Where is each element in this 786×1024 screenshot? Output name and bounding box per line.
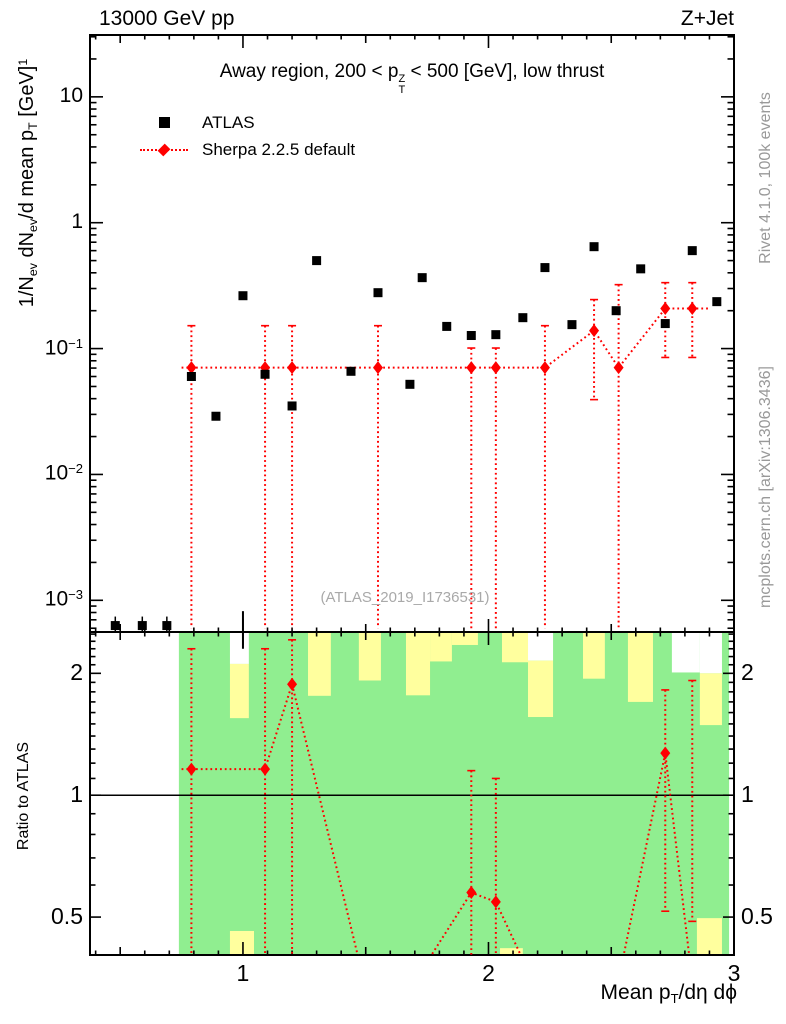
sherpa-diamond-marker [372,361,383,375]
ytm-3: /d mean p [16,129,39,219]
sherpa-ratio-diamond-marker [466,886,477,900]
atlas-square-marker [687,246,697,256]
atlas-square-marker [312,256,322,266]
ytm-sup: 1 [16,58,31,66]
ratio-panel-frame [89,631,735,956]
pt-subscript: T [398,83,406,96]
sherpa-ratio-diamond-marker [186,762,197,776]
header-beam-energy: 13000 GeV pp [99,7,235,30]
legend-label-atlas: ATLAS [202,112,255,132]
atlas-square-marker [238,291,248,301]
sherpa-ratio-diamond-marker [490,895,501,909]
atlas-square-marker [110,621,120,631]
atlas-square-marker [567,320,577,330]
y-axis-title-main: 1/Nev dNev/d mean pT [GeV]1 [16,59,40,308]
ytm-4: [GeV] [16,65,39,123]
atlas-square-marker [373,288,383,298]
atlas-square-marker [540,263,550,273]
black-square-icon [158,117,170,128]
sherpa-diamond-marker [186,361,197,375]
atlas-square-marker [260,369,270,379]
red-dotted-line-icon [140,143,188,156]
xt-sub: T [670,990,679,1006]
atlas-square-marker-icon [140,117,188,128]
xt-1: Mean p [600,981,671,1004]
sherpa-ratio-diamond-marker [660,746,671,760]
legend-label-sherpa: Sherpa 2.2.5 default [202,139,356,159]
ratio-series [181,639,697,955]
ytm-sub2: ev [25,218,40,232]
red-diamond-icon [157,143,171,156]
uncertainty-bands [178,632,730,955]
ytm-2: dN [16,231,39,264]
sherpa-ratio-diamond-marker [260,762,271,776]
sherpa-ratio-diamond-marker [287,677,298,691]
atlas-square-marker [589,242,599,252]
sherpa-diamond-marker [687,302,698,316]
ytm-sub1: ev [25,263,40,277]
atlas-square-marker [660,319,670,329]
legend-item-atlas: ATLAS [140,109,355,136]
sherpa-diamond-marker [613,361,624,375]
atlas-square-marker [636,264,646,274]
sherpa-diamond-marker [539,361,550,375]
sherpa-diamond-marker [660,302,671,316]
atlas-square-marker [186,371,196,381]
atlas-series [110,242,722,632]
sherpa-diamond-marker [490,361,501,375]
atlas-square-marker [211,411,221,421]
header-process: Z+Jet [680,7,734,30]
pt-superscript: Z [398,72,406,85]
legend-item-sherpa: Sherpa 2.2.5 default [140,136,355,163]
ytm-sub3: T [25,122,40,130]
atlas-square-marker [137,621,147,631]
mcplots-note: mcplots.cern.ch [arXiv:1306.3436] [757,366,774,608]
y-axis-title-ratio: Ratio to ATLAS [15,741,32,851]
sherpa-line-marker-icon [140,143,188,156]
sherpa-diamond-marker [287,361,298,375]
sherpa-diamond-marker [589,324,600,338]
atlas-square-marker [518,313,528,323]
x-axis-title: Mean pT/dη dϕ [601,981,737,1006]
atlas-square-marker [466,331,476,341]
atlas-square-marker [491,330,501,340]
atlas-square-marker [417,273,427,283]
panel-title-text: Away region, 200 < p [219,61,399,82]
sherpa-diamond-marker [466,361,477,375]
atlas-square-marker [405,379,415,389]
atlas-square-marker [346,366,356,376]
atlas-square-marker [162,621,172,631]
axis-ticks [90,35,735,955]
atlas-square-marker [442,321,452,331]
atlas-square-marker [611,306,621,316]
atlas-square-marker [712,297,722,307]
analysis-watermark: (ATLAS_2019_I1736531) [320,589,490,606]
ytm-1: 1/N [16,276,39,308]
panel-title-text2: < 500 [GeV], low thrust [405,61,605,82]
atlas-square-marker [287,401,297,411]
xt-2: /dη dϕ [678,981,737,1004]
rivet-version-note: Rivet 4.1.0, 100k events [757,92,774,264]
sherpa-series [181,281,710,629]
legend: ATLAS Sherpa 2.2.5 default [140,109,355,163]
